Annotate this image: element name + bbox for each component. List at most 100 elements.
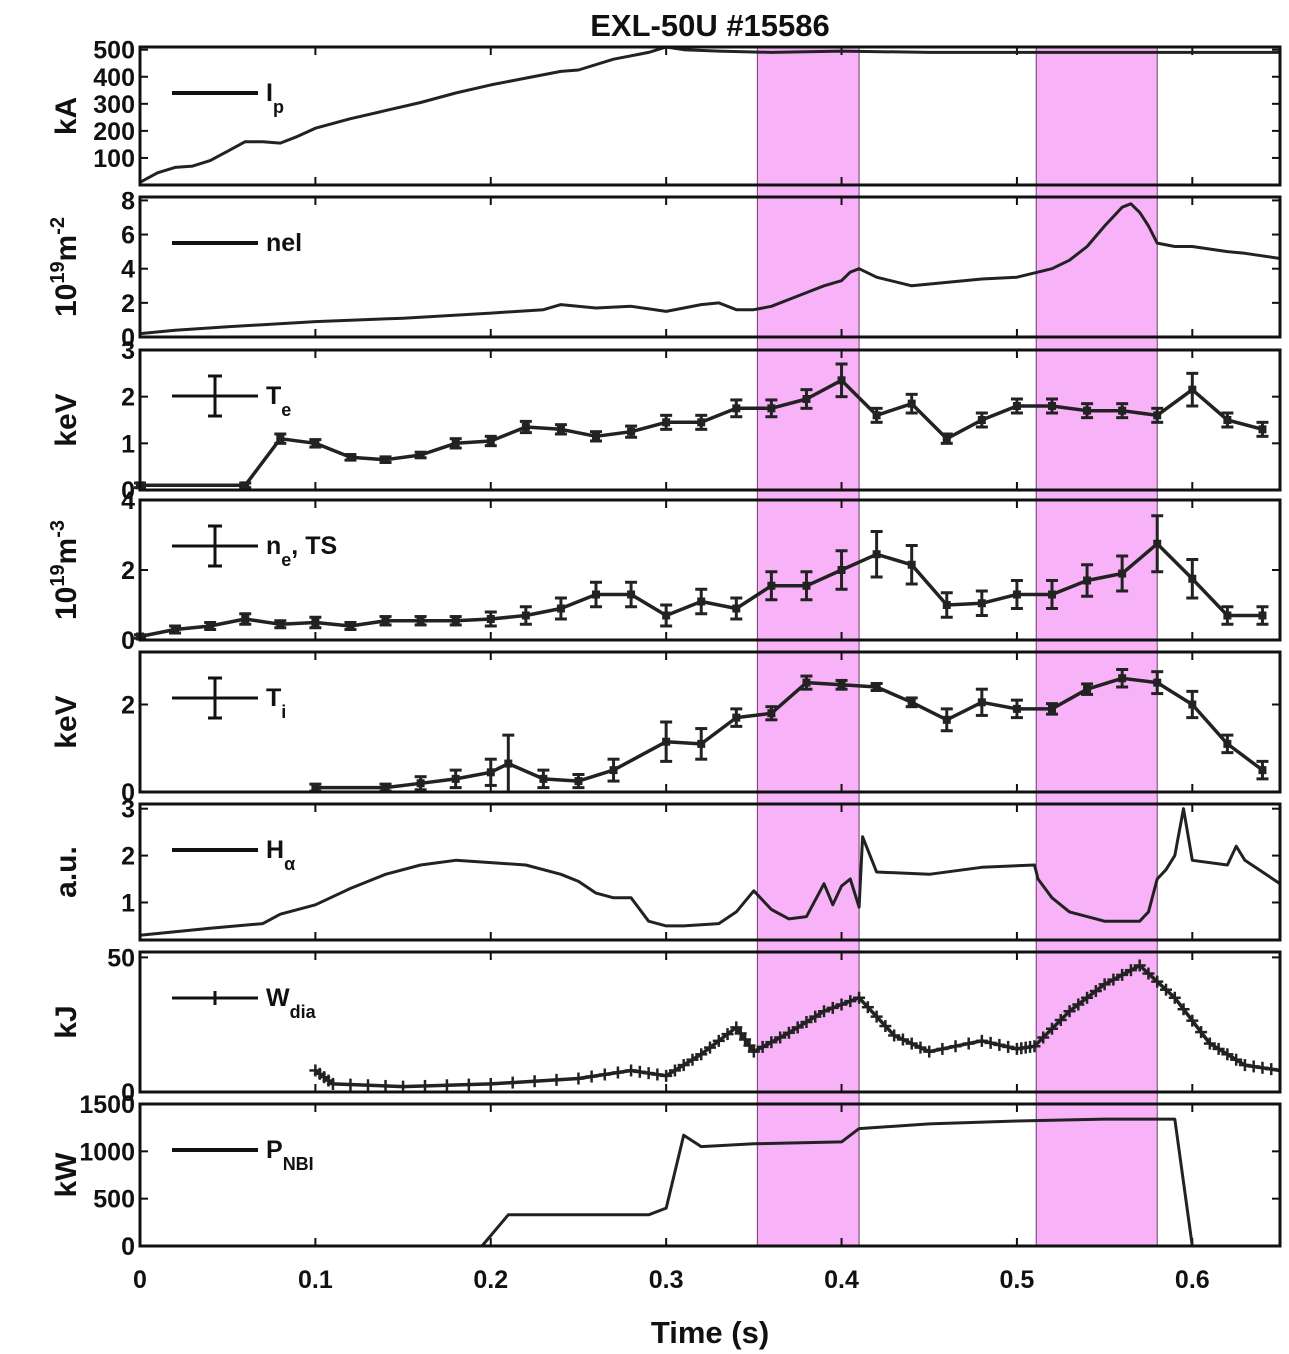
plus-marker-wdia-3-3 [550, 1073, 563, 1086]
y-axis-label-ti: keV [50, 695, 83, 748]
data-point [311, 783, 320, 792]
data-point [592, 432, 600, 441]
plus-marker-wdia-19-3 [1124, 964, 1137, 977]
plus-marker-wdia-14-2 [949, 1040, 962, 1053]
y-axis-label-ne: 1019m-3 [47, 520, 83, 620]
data-point [942, 715, 951, 724]
plus-marker-wdia-6-2 [677, 1059, 690, 1072]
data-point [837, 680, 846, 689]
plus-marker-wdia-4-3 [611, 1066, 624, 1079]
error-bar-ti-7 [572, 773, 585, 790]
y-tick-label-nel-1: 2 [121, 290, 135, 318]
y-tick-label-pnbi-1: 500 [93, 1186, 135, 1214]
x-tick-label-3: 0.3 [649, 1266, 684, 1294]
error-bar-ne-28 [1116, 554, 1129, 593]
panel-frame-ha [138, 802, 1282, 942]
plus-marker-wdia-10-3 [809, 1010, 822, 1023]
error-bar-te-13 [660, 413, 673, 431]
data-point [1188, 574, 1197, 583]
data-point [627, 590, 636, 599]
data-point [1223, 611, 1232, 620]
error-bar-ti-10 [695, 727, 708, 761]
data-point [1118, 406, 1127, 415]
panel-stack: kA100200300400500Ip1019m-202468nelkeV012… [47, 37, 1282, 1294]
error-bar-te-16 [765, 398, 778, 419]
legend-label-nel: nel [266, 229, 302, 257]
y-tick-label-ha-0: 1 [121, 889, 135, 917]
data-point [416, 451, 425, 459]
data-point [346, 622, 355, 630]
plus-marker-wdia-8-0 [730, 1021, 743, 1034]
data-point [1012, 402, 1021, 410]
data-point [276, 620, 285, 629]
error-bar-ne-16 [695, 587, 708, 616]
plus-marker-wdia-17-3 [1054, 1013, 1067, 1026]
data-point [802, 581, 811, 590]
plus-marker-wdia-4-2 [598, 1068, 611, 1081]
panel-frame-ne [138, 498, 1282, 642]
data-point [1188, 385, 1197, 394]
error-bar-ne-10 [484, 610, 497, 628]
data-point [1118, 569, 1127, 578]
data-point [451, 439, 460, 448]
data-point [574, 777, 583, 786]
legend-nel: nel [172, 229, 302, 257]
data-point [1223, 739, 1232, 748]
error-bar-te-17 [800, 388, 813, 410]
error-bar-ti-8 [607, 757, 620, 783]
plus-marker-wdia-10-0 [782, 1026, 795, 1039]
error-bar-te-26 [1116, 402, 1129, 420]
plus-marker-wdia-8-2 [739, 1033, 752, 1046]
error-bar-ti-14 [835, 678, 848, 691]
data-point [1012, 704, 1021, 713]
y-tick-label-te-2: 2 [121, 384, 135, 412]
legend-label-ha: Hα [266, 836, 295, 874]
error-bar-ne-24 [975, 589, 988, 617]
data-point [1258, 766, 1267, 775]
plus-marker-wdia-15-1 [984, 1036, 997, 1049]
y-tick-label-ip-1: 200 [93, 118, 135, 146]
y-tick-label-ne-1: 2 [121, 557, 135, 585]
data-point [697, 597, 706, 606]
data-point [521, 423, 530, 431]
error-bar-te-2 [274, 432, 287, 445]
plus-marker-wdia-20-3 [1160, 983, 1172, 996]
error-bar-ne-8 [414, 615, 427, 627]
y-tick-label-wdia-1: 50 [107, 944, 135, 972]
plus-marker-wdia-13-3 [914, 1041, 927, 1054]
y-tick-label-pnbi-0: 0 [121, 1233, 135, 1261]
plus-marker-wdia-12-3 [879, 1020, 892, 1033]
plus-marker-wdia-22-1 [1212, 1042, 1225, 1055]
error-bar-te-27 [1151, 406, 1164, 424]
data-point [942, 601, 951, 609]
highlight-window-2 [1035, 46, 1158, 1247]
legend-ti: Ti [172, 676, 286, 722]
error-bar-te-21 [940, 432, 953, 445]
data-point [1223, 416, 1232, 424]
y-tick-label-nel-4: 8 [121, 187, 135, 215]
y-axis-label-ip: kA [50, 97, 83, 135]
error-bar-ne-13 [590, 580, 602, 609]
data-point [872, 683, 881, 691]
plus-marker-wdia-6-0 [660, 1069, 673, 1082]
y-tick-label-ti-1: 2 [121, 692, 135, 720]
data-point [1083, 576, 1092, 585]
data-point [521, 611, 530, 620]
data-point [977, 599, 986, 608]
error-bar-ne-23 [940, 591, 953, 619]
data-point [697, 739, 706, 748]
plus-marker-wdia-15-2 [993, 1038, 1006, 1051]
data-point [416, 779, 425, 788]
plus-marker-wdia-12-0 [853, 991, 866, 1004]
plus-marker-wdia-21-3 [1195, 1026, 1208, 1039]
series-line-ip [139, 45, 1280, 184]
y-tick-label-nel-3: 6 [121, 222, 135, 250]
legend-label-ti: Ti [266, 684, 286, 722]
error-bar-ne-22 [905, 544, 918, 586]
x-tick-label-0: 0 [133, 1266, 147, 1294]
error-bar-ne-19 [800, 570, 813, 602]
plus-marker-wdia-14-3 [962, 1037, 975, 1050]
y-tick-label-ip-0: 100 [93, 145, 135, 173]
error-bar-ti-12 [765, 705, 778, 722]
y-tick-label-nel-0: 0 [121, 324, 135, 352]
